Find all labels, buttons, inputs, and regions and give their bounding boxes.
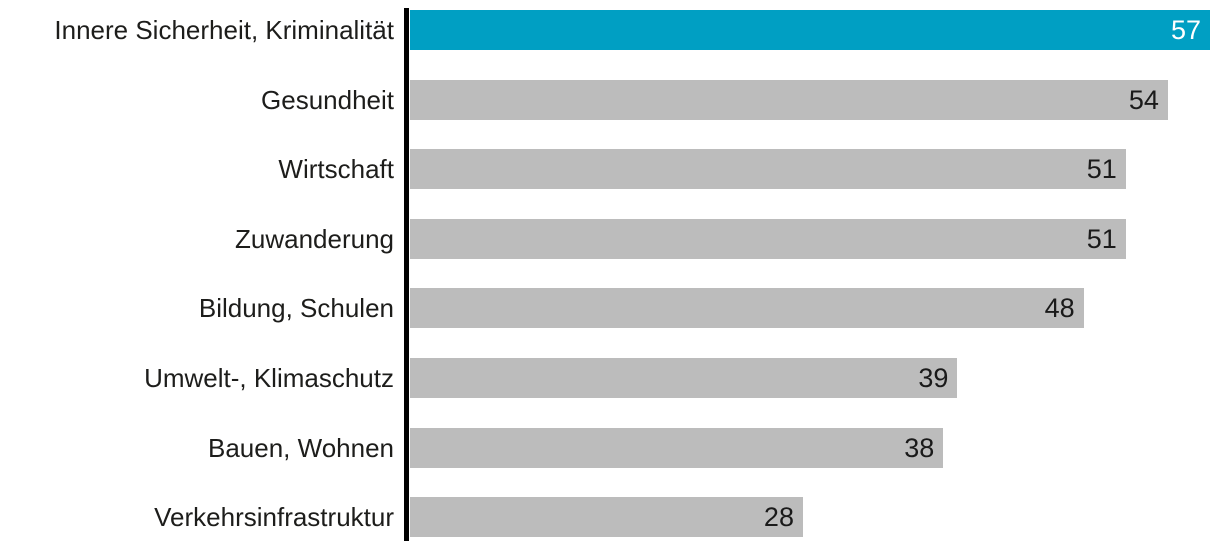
bar-track: 51 [410,149,1210,190]
chart-row: Zuwanderung 51 [0,218,1220,259]
category-label: Verkehrsinfrastruktur [154,502,394,533]
chart-row: Wirtschaft 51 [0,149,1220,190]
chart-row: Bauen, Wohnen 38 [0,427,1220,468]
chart-row: Gesundheit 54 [0,79,1220,120]
bar: 28 [410,497,803,538]
value-label: 51 [1086,154,1117,185]
chart-rows: Innere Sicherheit, Kriminalität 57 Gesun… [0,10,1220,538]
chart-row: Innere Sicherheit, Kriminalität 57 [0,10,1220,50]
chart-row: Umwelt-, Klimaschutz 39 [0,357,1220,398]
y-axis-line [404,8,409,541]
bar: 48 [410,288,1084,329]
category-label: Innere Sicherheit, Kriminalität [54,15,394,45]
category-label: Umwelt-, Klimaschutz [144,362,394,393]
bar: 51 [410,218,1126,259]
bar-track: 48 [410,288,1210,329]
bar: 39 [410,357,958,398]
bar-track: 51 [410,218,1210,259]
bar-track: 54 [410,79,1210,120]
bar: 54 [410,79,1168,120]
value-label: 54 [1128,84,1159,115]
bar-track: 39 [410,357,1210,398]
bar-track: 28 [410,497,1210,538]
bar-track: 57 [410,10,1210,50]
value-label: 57 [1170,15,1201,45]
bar: 57 [410,10,1210,50]
chart-row: Bildung, Schulen 48 [0,288,1220,329]
value-label: 51 [1086,223,1117,254]
bar: 51 [410,149,1126,190]
chart-row: Verkehrsinfrastruktur 28 [0,497,1220,538]
value-label: 28 [763,502,794,533]
bar: 38 [410,427,944,468]
value-label: 39 [918,362,949,393]
category-label: Zuwanderung [235,223,394,254]
category-label: Gesundheit [261,84,394,115]
value-label: 38 [904,432,935,463]
category-label: Bildung, Schulen [198,293,394,324]
category-label: Wirtschaft [278,154,394,185]
category-label: Bauen, Wohnen [208,432,394,463]
value-label: 48 [1044,293,1075,324]
bar-track: 38 [410,427,1210,468]
